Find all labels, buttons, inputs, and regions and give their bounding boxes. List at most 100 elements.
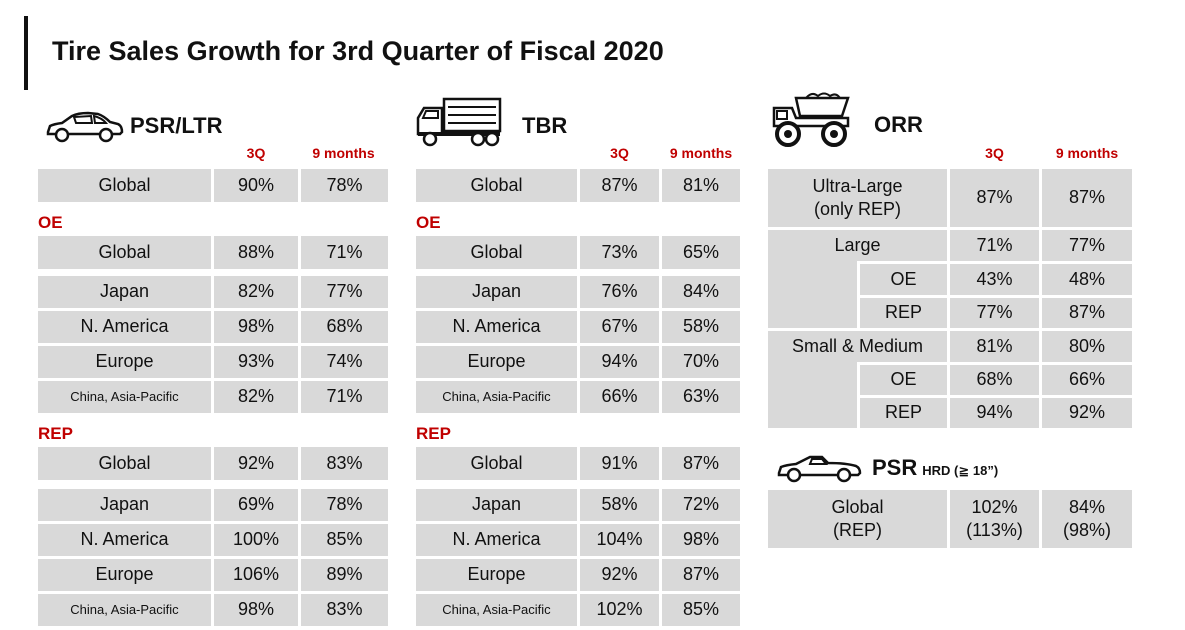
- value-3q: 82%: [214, 381, 298, 413]
- value-9months: 80%: [1042, 331, 1132, 362]
- row-label-line1: Ultra-Large: [812, 175, 903, 196]
- row-label: N. America: [416, 311, 577, 343]
- orr-ultra-row: Ultra-Large (only REP) 87% 87%: [768, 169, 1132, 227]
- value-9months: 48%: [1042, 264, 1132, 295]
- value-3q: 92%: [214, 447, 298, 480]
- table-row: China, Asia-Pacific 102% 85%: [416, 594, 740, 626]
- row-label: Global: [38, 169, 211, 202]
- value-9months: 85%: [662, 594, 740, 626]
- row-label-line2: (only REP): [813, 199, 902, 219]
- dump-truck-icon: [772, 92, 852, 148]
- psr-rep-label: REP: [38, 424, 73, 443]
- value-9months: 71%: [301, 236, 388, 269]
- row-label: REP: [860, 398, 947, 428]
- value-9months: 87%: [1042, 298, 1132, 328]
- value-3q-line1: 102%: [971, 496, 1018, 517]
- row-label: Japan: [416, 276, 577, 308]
- value-3q: 82%: [214, 276, 298, 308]
- table-row: Global 91% 87%: [416, 447, 740, 480]
- row-label: N. America: [416, 524, 577, 556]
- table-row: N. America 98% 68%: [38, 311, 388, 343]
- value-3q: 58%: [580, 489, 659, 521]
- row-label: N. America: [38, 524, 211, 556]
- table-row: Europe 92% 87%: [416, 559, 740, 591]
- row-label: N. America: [38, 311, 211, 343]
- value-9months: 81%: [662, 169, 740, 202]
- value-3q-line2: (113%): [966, 520, 1023, 540]
- row-label: Europe: [416, 346, 577, 378]
- value-3q: 69%: [214, 489, 298, 521]
- row-label: China, Asia-Pacific: [416, 381, 577, 413]
- value-9months: 78%: [301, 489, 388, 521]
- tbr-header-3q: 3Q: [610, 145, 629, 161]
- value-9months: 84% (98%): [1042, 490, 1132, 548]
- value-9months: 92%: [1042, 398, 1132, 428]
- value-3q: 102%: [580, 594, 659, 626]
- value-3q: 87%: [580, 169, 659, 202]
- value-3q: 90%: [214, 169, 298, 202]
- psr-global-row: Global 90% 78%: [38, 169, 388, 202]
- orr-label: ORR: [874, 112, 923, 137]
- row-label: Europe: [416, 559, 577, 591]
- value-9months: 87%: [662, 559, 740, 591]
- value-3q: 67%: [580, 311, 659, 343]
- row-label: Ultra-Large (only REP): [768, 169, 947, 227]
- value-9months: 66%: [1042, 365, 1132, 395]
- orr-small-spacer: [768, 362, 857, 428]
- value-3q: 102% (113%): [950, 490, 1039, 548]
- table-row: China, Asia-Pacific 66% 63%: [416, 381, 740, 413]
- value-3q: 93%: [214, 346, 298, 378]
- table-row: N. America 104% 98%: [416, 524, 740, 556]
- value-9months-line2: (98%): [1062, 520, 1111, 540]
- table-row: Japan 69% 78%: [38, 489, 388, 521]
- value-9months-line1: 84%: [1068, 496, 1106, 517]
- orr-small-row: Small & Medium 81% 80%: [768, 331, 1132, 362]
- orr-header-9months: 9 months: [1055, 145, 1119, 161]
- value-3q: 94%: [950, 398, 1039, 428]
- row-label: Europe: [38, 559, 211, 591]
- value-3q: 68%: [950, 365, 1039, 395]
- hrd-global-row: Global (REP) 102% (113%) 84% (98%): [768, 490, 1132, 548]
- value-9months: 89%: [301, 559, 388, 591]
- value-3q: 100%: [214, 524, 298, 556]
- row-label: OE: [860, 365, 947, 395]
- table-row: Japan 82% 77%: [38, 276, 388, 308]
- row-label: Global: [38, 236, 211, 269]
- value-9months: 71%: [301, 381, 388, 413]
- tbr-oe-label: OE: [416, 213, 441, 232]
- tbr-global-row: Global 87% 81%: [416, 169, 740, 202]
- row-label: REP: [860, 298, 947, 328]
- value-3q: 98%: [214, 594, 298, 626]
- value-9months: 70%: [662, 346, 740, 378]
- title-accent-bar: [24, 16, 28, 90]
- value-9months: 68%: [301, 311, 388, 343]
- row-label-line1: Global: [831, 496, 884, 517]
- value-3q: 76%: [580, 276, 659, 308]
- table-row: N. America 67% 58%: [416, 311, 740, 343]
- row-label: Global (REP): [768, 490, 947, 548]
- car-icon: [44, 108, 124, 144]
- table-row: Europe 106% 89%: [38, 559, 388, 591]
- value-9months: 58%: [662, 311, 740, 343]
- value-9months: 83%: [301, 594, 388, 626]
- value-3q: 94%: [580, 346, 659, 378]
- value-9months: 78%: [301, 169, 388, 202]
- value-3q: 66%: [580, 381, 659, 413]
- table-row: Japan 58% 72%: [416, 489, 740, 521]
- value-9months: 77%: [301, 276, 388, 308]
- value-3q: 106%: [214, 559, 298, 591]
- orr-header-3q: 3Q: [985, 145, 1004, 161]
- hrd-label: PSR: [872, 455, 918, 480]
- tbr-rep-label: REP: [416, 424, 451, 443]
- orr-large-oe-row: OE 43% 48%: [860, 264, 1132, 295]
- table-row: China, Asia-Pacific 82% 71%: [38, 381, 388, 413]
- psr-section-header: PSR/LTR: [44, 108, 222, 144]
- orr-small-rep-row: REP 94% 92%: [860, 398, 1132, 428]
- table-row: Global 73% 65%: [416, 236, 740, 269]
- table-row: China, Asia-Pacific 98% 83%: [38, 594, 388, 626]
- value-3q: 73%: [580, 236, 659, 269]
- row-label-line2: (REP): [833, 520, 882, 540]
- value-9months: 98%: [662, 524, 740, 556]
- table-row: Japan 76% 84%: [416, 276, 740, 308]
- value-9months: 85%: [301, 524, 388, 556]
